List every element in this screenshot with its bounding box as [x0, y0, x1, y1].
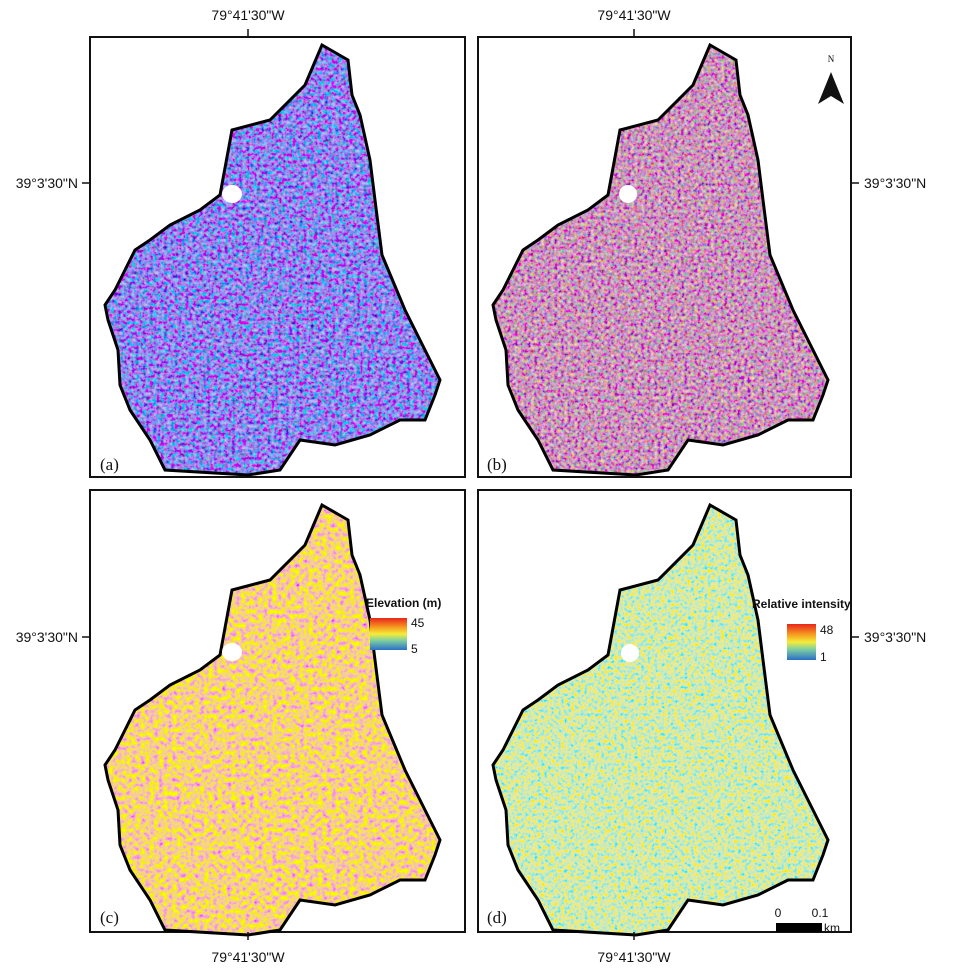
legend-max: 45 [411, 616, 425, 630]
legend-colorbar [370, 618, 407, 650]
legend-title: Elevation (m) [366, 596, 441, 610]
panel-label: (b) [487, 455, 507, 474]
legend-min: 1 [820, 650, 827, 664]
scale-tick: 0.1 [812, 906, 829, 920]
longitude-label: 79°41'30"W [597, 949, 671, 965]
map-figure: 79°41'30"W 79°41'30"W 39°3'30"N 39°3'30"… [0, 0, 953, 971]
scale-tick: 0 [775, 906, 782, 920]
north-label: N [828, 54, 835, 64]
longitude-label: 79°41'30"W [211, 949, 285, 965]
panel-label: (a) [100, 455, 119, 474]
scale-bar [776, 923, 822, 932]
panel-label: (d) [487, 908, 507, 927]
legend-max: 48 [820, 623, 834, 637]
legend-colorbar [787, 624, 816, 660]
latitude-label: 39°3'30"N [864, 629, 926, 645]
latitude-label: 39°3'30"N [16, 629, 78, 645]
intensity-map [488, 500, 833, 940]
north-arrow [818, 72, 844, 104]
scale-unit: km [824, 921, 840, 935]
elevation-map [100, 500, 445, 940]
watershed-image [488, 40, 833, 480]
longitude-label: 79°41'30"W [597, 7, 671, 23]
longitude-label: 79°41'30"W [211, 7, 285, 23]
watershed-image [100, 40, 445, 480]
panel-label: (c) [100, 908, 119, 927]
legend-min: 5 [411, 642, 418, 656]
latitude-label: 39°3'30"N [16, 175, 78, 191]
latitude-label: 39°3'30"N [864, 175, 926, 191]
legend-title: Relative intensity [752, 597, 851, 611]
